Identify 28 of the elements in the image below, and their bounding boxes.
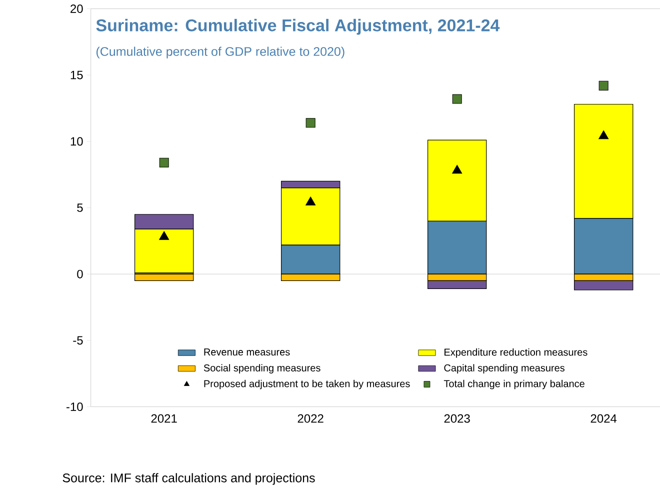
point — [598, 130, 609, 140]
x-tick-label: 2024 — [590, 414, 617, 423]
y-tick-label: 10 — [70, 137, 83, 146]
point — [452, 164, 462, 174]
y-tick-label: 15 — [70, 70, 83, 80]
legend-label: Expenditure reduction measures — [444, 348, 588, 358]
y-tick-label: 5 — [77, 204, 83, 212]
legend-label: Total change in primary balance — [444, 380, 584, 390]
point — [159, 158, 169, 168]
legend-label: Capital spending measures — [444, 364, 565, 374]
x-tick-label: 2021 — [151, 414, 177, 423]
x-tick-label: 2023 — [444, 414, 470, 423]
point — [598, 80, 608, 90]
source-note: Source: IMF staff calculations and projections — [62, 473, 315, 485]
point — [306, 118, 316, 128]
legend-label: Social spending measures — [204, 364, 320, 374]
point — [452, 94, 462, 104]
text: Suriname: Cumulative Fiscal Adjustment, 2021-24 — [96, 18, 500, 35]
y-tick-label: -5 — [73, 336, 83, 345]
y-tick-label: 0 — [77, 270, 83, 278]
point — [306, 196, 316, 206]
y-tick-label: 20 — [70, 4, 83, 13]
legend-label: Proposed adjustment to be taken by measures — [204, 380, 410, 390]
x-tick-label: 2022 — [298, 414, 324, 423]
legend-label: Revenue measures — [204, 348, 290, 356]
y-tick-label: -10 — [66, 402, 83, 411]
point — [159, 231, 170, 240]
text: (Cumulative percent of GDP relative to 2020) — [96, 46, 344, 58]
